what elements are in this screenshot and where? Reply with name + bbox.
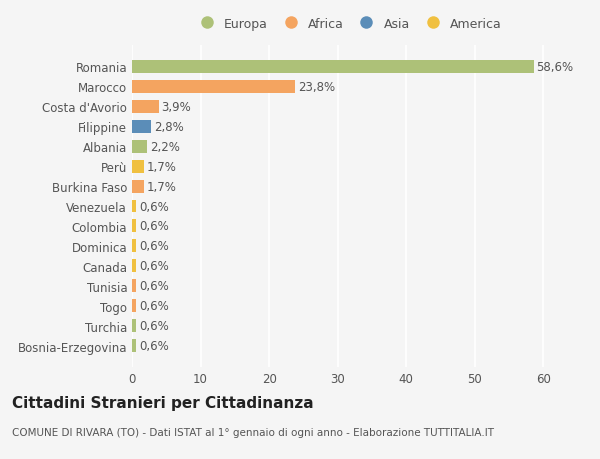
Text: 1,7%: 1,7% (146, 180, 176, 193)
Bar (132, 80, 295, 93)
Text: 58,6%: 58,6% (536, 61, 574, 73)
Bar (132, 180, 143, 193)
Text: 3,9%: 3,9% (161, 101, 191, 113)
Text: 1,7%: 1,7% (146, 160, 176, 173)
Text: 2,2%: 2,2% (150, 140, 180, 153)
Bar (132, 61, 534, 73)
Legend: Europa, Africa, Asia, America: Europa, Africa, Asia, America (191, 15, 505, 33)
Text: 0,6%: 0,6% (139, 220, 169, 233)
Text: 0,6%: 0,6% (139, 280, 169, 293)
Bar (132, 260, 136, 273)
Bar (132, 160, 143, 173)
Bar (132, 320, 136, 333)
Bar (132, 101, 159, 113)
Text: 23,8%: 23,8% (298, 80, 335, 94)
Bar (132, 280, 136, 293)
Text: 0,6%: 0,6% (139, 240, 169, 253)
Text: 0,6%: 0,6% (139, 319, 169, 333)
Text: 2,8%: 2,8% (154, 120, 184, 133)
Text: 0,6%: 0,6% (139, 340, 169, 353)
Bar (132, 300, 136, 313)
Text: 0,6%: 0,6% (139, 200, 169, 213)
Bar (132, 220, 136, 233)
Text: Cittadini Stranieri per Cittadinanza: Cittadini Stranieri per Cittadinanza (12, 395, 314, 410)
Text: COMUNE DI RIVARA (TO) - Dati ISTAT al 1° gennaio di ogni anno - Elaborazione TUT: COMUNE DI RIVARA (TO) - Dati ISTAT al 1°… (12, 427, 494, 437)
Text: 0,6%: 0,6% (139, 260, 169, 273)
Bar (132, 200, 136, 213)
Text: 0,6%: 0,6% (139, 300, 169, 313)
Bar (132, 140, 147, 153)
Bar (132, 340, 136, 353)
Bar (132, 240, 136, 253)
Bar (132, 120, 151, 133)
